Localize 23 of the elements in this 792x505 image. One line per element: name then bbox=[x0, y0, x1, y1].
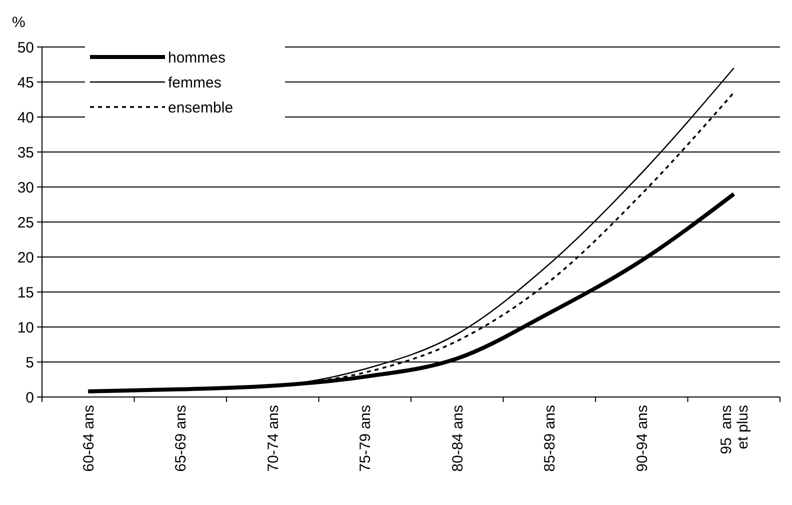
x-tick-label: 95 ans et plus bbox=[718, 405, 752, 454]
y-tick-label: 45 bbox=[17, 74, 34, 92]
x-tick-label: 80-84 ans bbox=[449, 405, 466, 472]
x-tick-label: 60-64 ans bbox=[80, 405, 98, 472]
x-tick-label: 90-94 ans bbox=[634, 405, 651, 472]
x-tick-label: 65-69 ans bbox=[172, 405, 190, 472]
legend-label: femmes bbox=[168, 74, 222, 92]
y-tick-label: 20 bbox=[17, 249, 34, 266]
y-tick-label: 5 bbox=[26, 354, 34, 372]
legend-label: hommes bbox=[168, 49, 226, 66]
y-tick-label: 40 bbox=[17, 109, 34, 126]
y-tick-label: 0 bbox=[26, 389, 34, 406]
y-tick-label: 30 bbox=[17, 179, 34, 196]
y-axis-title: % bbox=[12, 14, 26, 31]
legend-label: ensemble bbox=[168, 99, 234, 116]
y-tick-label: 35 bbox=[17, 144, 34, 162]
x-tick-label: 70-74 ans bbox=[264, 405, 282, 472]
x-tick-label: 75-79 ans bbox=[357, 405, 374, 472]
y-tick-label: 10 bbox=[17, 319, 34, 336]
y-tick-label: 15 bbox=[17, 284, 34, 302]
x-tick-label: 85-89 ans bbox=[542, 405, 559, 472]
y-tick-label: 50 bbox=[17, 39, 34, 56]
y-tick-label: 25 bbox=[17, 214, 34, 232]
